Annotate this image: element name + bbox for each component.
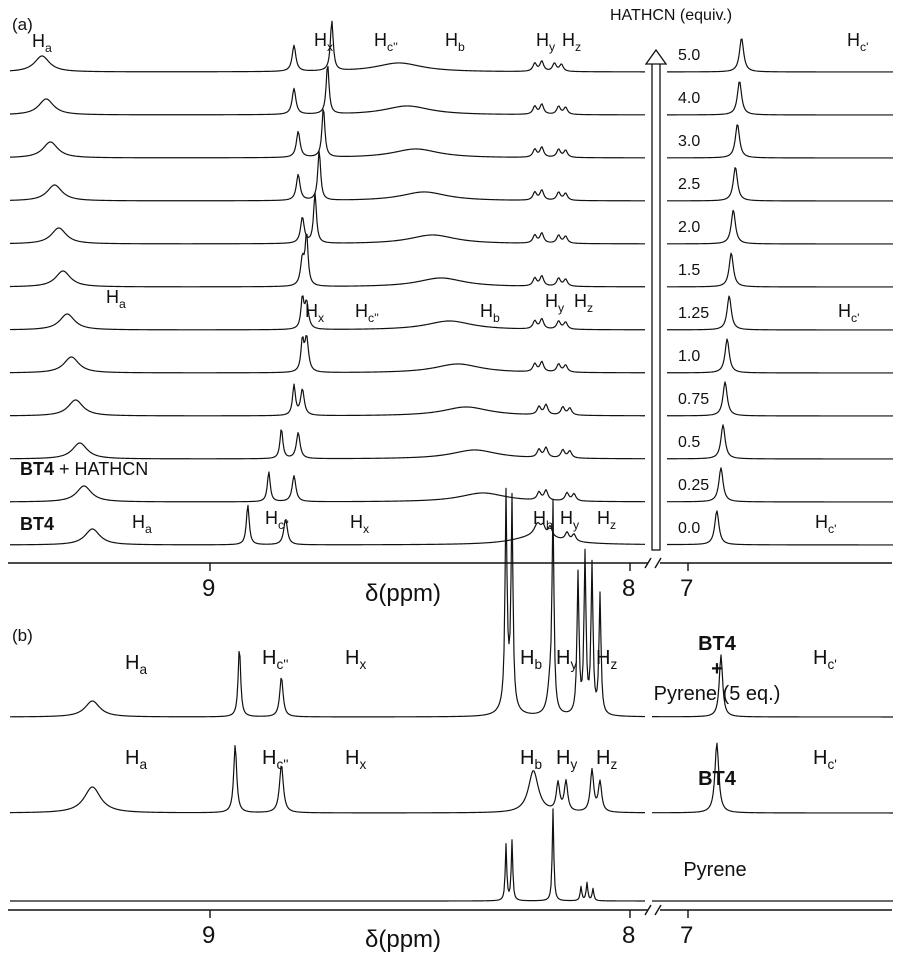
spectrum-trace-b-bt4 bbox=[9, 742, 893, 814]
peak-label: Hc' bbox=[847, 30, 868, 54]
peak-label: Hx bbox=[314, 30, 333, 54]
peak-label: Hc' bbox=[813, 747, 837, 772]
axis-break-mark bbox=[644, 557, 652, 569]
peak-label: Hb bbox=[520, 747, 542, 772]
spectrum-trace-a-2.5 bbox=[9, 150, 893, 202]
peak-label: Hy bbox=[556, 747, 577, 772]
peak-label: Ha bbox=[106, 287, 126, 311]
panel-b-sample-labels: BT4 + Pyrene (5 eq.) BT4 Pyrene bbox=[654, 633, 781, 881]
equiv-value: 1.25 bbox=[678, 305, 709, 322]
spectrum-trace-a-1.0 bbox=[9, 334, 893, 374]
peak-label: Hb bbox=[520, 647, 542, 672]
axis-break-mark bbox=[654, 557, 662, 569]
spectrum-trace-a-4.0 bbox=[9, 65, 893, 116]
panel-a-sample-labels: BT4 + HATHCN BT4 bbox=[20, 459, 148, 534]
peak-label: Hc'' bbox=[262, 647, 288, 672]
spectrum-trace-a-1.5 bbox=[9, 233, 893, 288]
peak-label: Hc'' bbox=[262, 747, 288, 772]
panel-a-label: (a) bbox=[12, 15, 33, 34]
peak-label: Hx bbox=[305, 301, 324, 325]
equiv-value: 5.0 bbox=[678, 47, 700, 64]
panel-b-spectra bbox=[9, 487, 893, 902]
panel-a-xlabel: δ(ppm) bbox=[365, 580, 441, 607]
axis-break-mark bbox=[654, 904, 662, 916]
peak-label: Hy bbox=[556, 647, 577, 672]
peak-label: Hx bbox=[345, 747, 366, 772]
x-tick-label: 8 bbox=[622, 922, 635, 949]
axis-break-mark bbox=[644, 904, 652, 916]
equiv-value: 2.0 bbox=[678, 219, 700, 236]
peak-label: Ha bbox=[125, 747, 147, 772]
x-tick-label: 8 bbox=[622, 575, 635, 602]
peak-label: Hy bbox=[560, 508, 580, 532]
peak-label: Ha bbox=[32, 31, 52, 55]
peak-label: Hz bbox=[562, 30, 581, 54]
panel-b-label: (b) bbox=[12, 626, 33, 645]
panel-b-ticks: 9 8 7 bbox=[202, 904, 693, 949]
peak-label: Hy bbox=[545, 291, 565, 315]
spectrum-trace-b-pyrene bbox=[10, 808, 893, 902]
equiv-value: 1.5 bbox=[678, 262, 700, 279]
sample-label: BT4 bbox=[20, 514, 54, 534]
peak-label: Hz bbox=[574, 291, 593, 315]
peak-label: Hx bbox=[350, 512, 369, 536]
spectrum-trace-a-3.0 bbox=[9, 109, 893, 159]
spectrum-trace-a-2.0 bbox=[9, 192, 893, 245]
spectrum-trace-a-0.0 bbox=[10, 504, 893, 546]
peak-label: Hc'' bbox=[265, 508, 289, 532]
spectrum-trace-a-1.25 bbox=[9, 295, 893, 331]
equiv-header: HATHCN (equiv.) bbox=[610, 7, 732, 24]
sample-label: BT4 bbox=[698, 768, 737, 790]
peak-label: Hy bbox=[536, 30, 556, 54]
panel-b-peak-labels: Ha Hc'' Hx Hb Hy Hz Hc' Ha Hc'' Hx Hb Hy Hz Hc' bbox=[125, 647, 837, 772]
panel-b: (b) BT4 + Pyrene (5 eq.) BT4 Pyrene Ha Hc'' Hx… bbox=[8, 487, 893, 953]
peak-label: Hz bbox=[597, 508, 616, 532]
x-tick-label: 7 bbox=[680, 575, 693, 602]
peak-label: Hb bbox=[480, 301, 500, 325]
peak-label: Hb bbox=[445, 30, 465, 54]
spectrum-trace-b-bt4-pyrene bbox=[9, 487, 893, 718]
equiv-value: 0.25 bbox=[678, 477, 709, 494]
equiv-value: 4.0 bbox=[678, 90, 700, 107]
peak-label: Hc' bbox=[815, 512, 836, 536]
peak-label: Ha bbox=[132, 512, 152, 536]
equiv-value: 0.0 bbox=[678, 520, 700, 537]
sample-label: BT4 bbox=[698, 633, 737, 655]
peak-label: Hz bbox=[596, 747, 617, 772]
panel-a-spectra bbox=[9, 20, 893, 546]
equiv-value: 1.0 bbox=[678, 348, 700, 365]
spectrum-trace-a-0.25 bbox=[10, 467, 893, 503]
x-tick-label: 9 bbox=[202, 922, 215, 949]
panel-a: (a) HATHCN (equiv.) 5.0 4.0 3.0 2.5 2.0 1.5 1.… bbox=[8, 7, 893, 607]
equiv-value: 2.5 bbox=[678, 176, 700, 193]
peak-label: Hc' bbox=[838, 301, 859, 325]
peak-label: Hc' bbox=[813, 647, 837, 672]
panel-b-xlabel: δ(ppm) bbox=[365, 926, 441, 953]
equiv-arrow bbox=[644, 48, 668, 551]
sample-label: + bbox=[711, 658, 723, 680]
peak-label: Ha bbox=[125, 652, 147, 677]
peak-label: Hc'' bbox=[355, 301, 379, 325]
peak-label: Hc'' bbox=[374, 30, 398, 54]
panel-a-ticks: 9 8 7 bbox=[202, 557, 693, 602]
peak-label: Hx bbox=[345, 647, 366, 672]
spectrum-trace-a-0.75 bbox=[9, 381, 893, 417]
x-tick-label: 9 bbox=[202, 575, 215, 602]
peak-label: Hb bbox=[533, 508, 553, 532]
spectrum-trace-a-5.0 bbox=[9, 20, 893, 73]
x-tick-label: 7 bbox=[680, 922, 693, 949]
peak-label: Hz bbox=[596, 647, 617, 672]
equiv-values: 5.0 4.0 3.0 2.5 2.0 1.5 1.25 1.0 0.75 0.5 0.25 0.0 bbox=[678, 47, 709, 537]
sample-label: Pyrene (5 eq.) bbox=[654, 683, 781, 705]
equiv-value: 0.75 bbox=[678, 391, 709, 408]
sample-label: Pyrene bbox=[683, 859, 746, 881]
spectrum-trace-a-0.5 bbox=[9, 424, 893, 460]
equiv-value: 0.5 bbox=[678, 434, 700, 451]
equiv-value: 3.0 bbox=[678, 133, 700, 150]
sample-label: BT4 + HATHCN bbox=[20, 459, 148, 479]
